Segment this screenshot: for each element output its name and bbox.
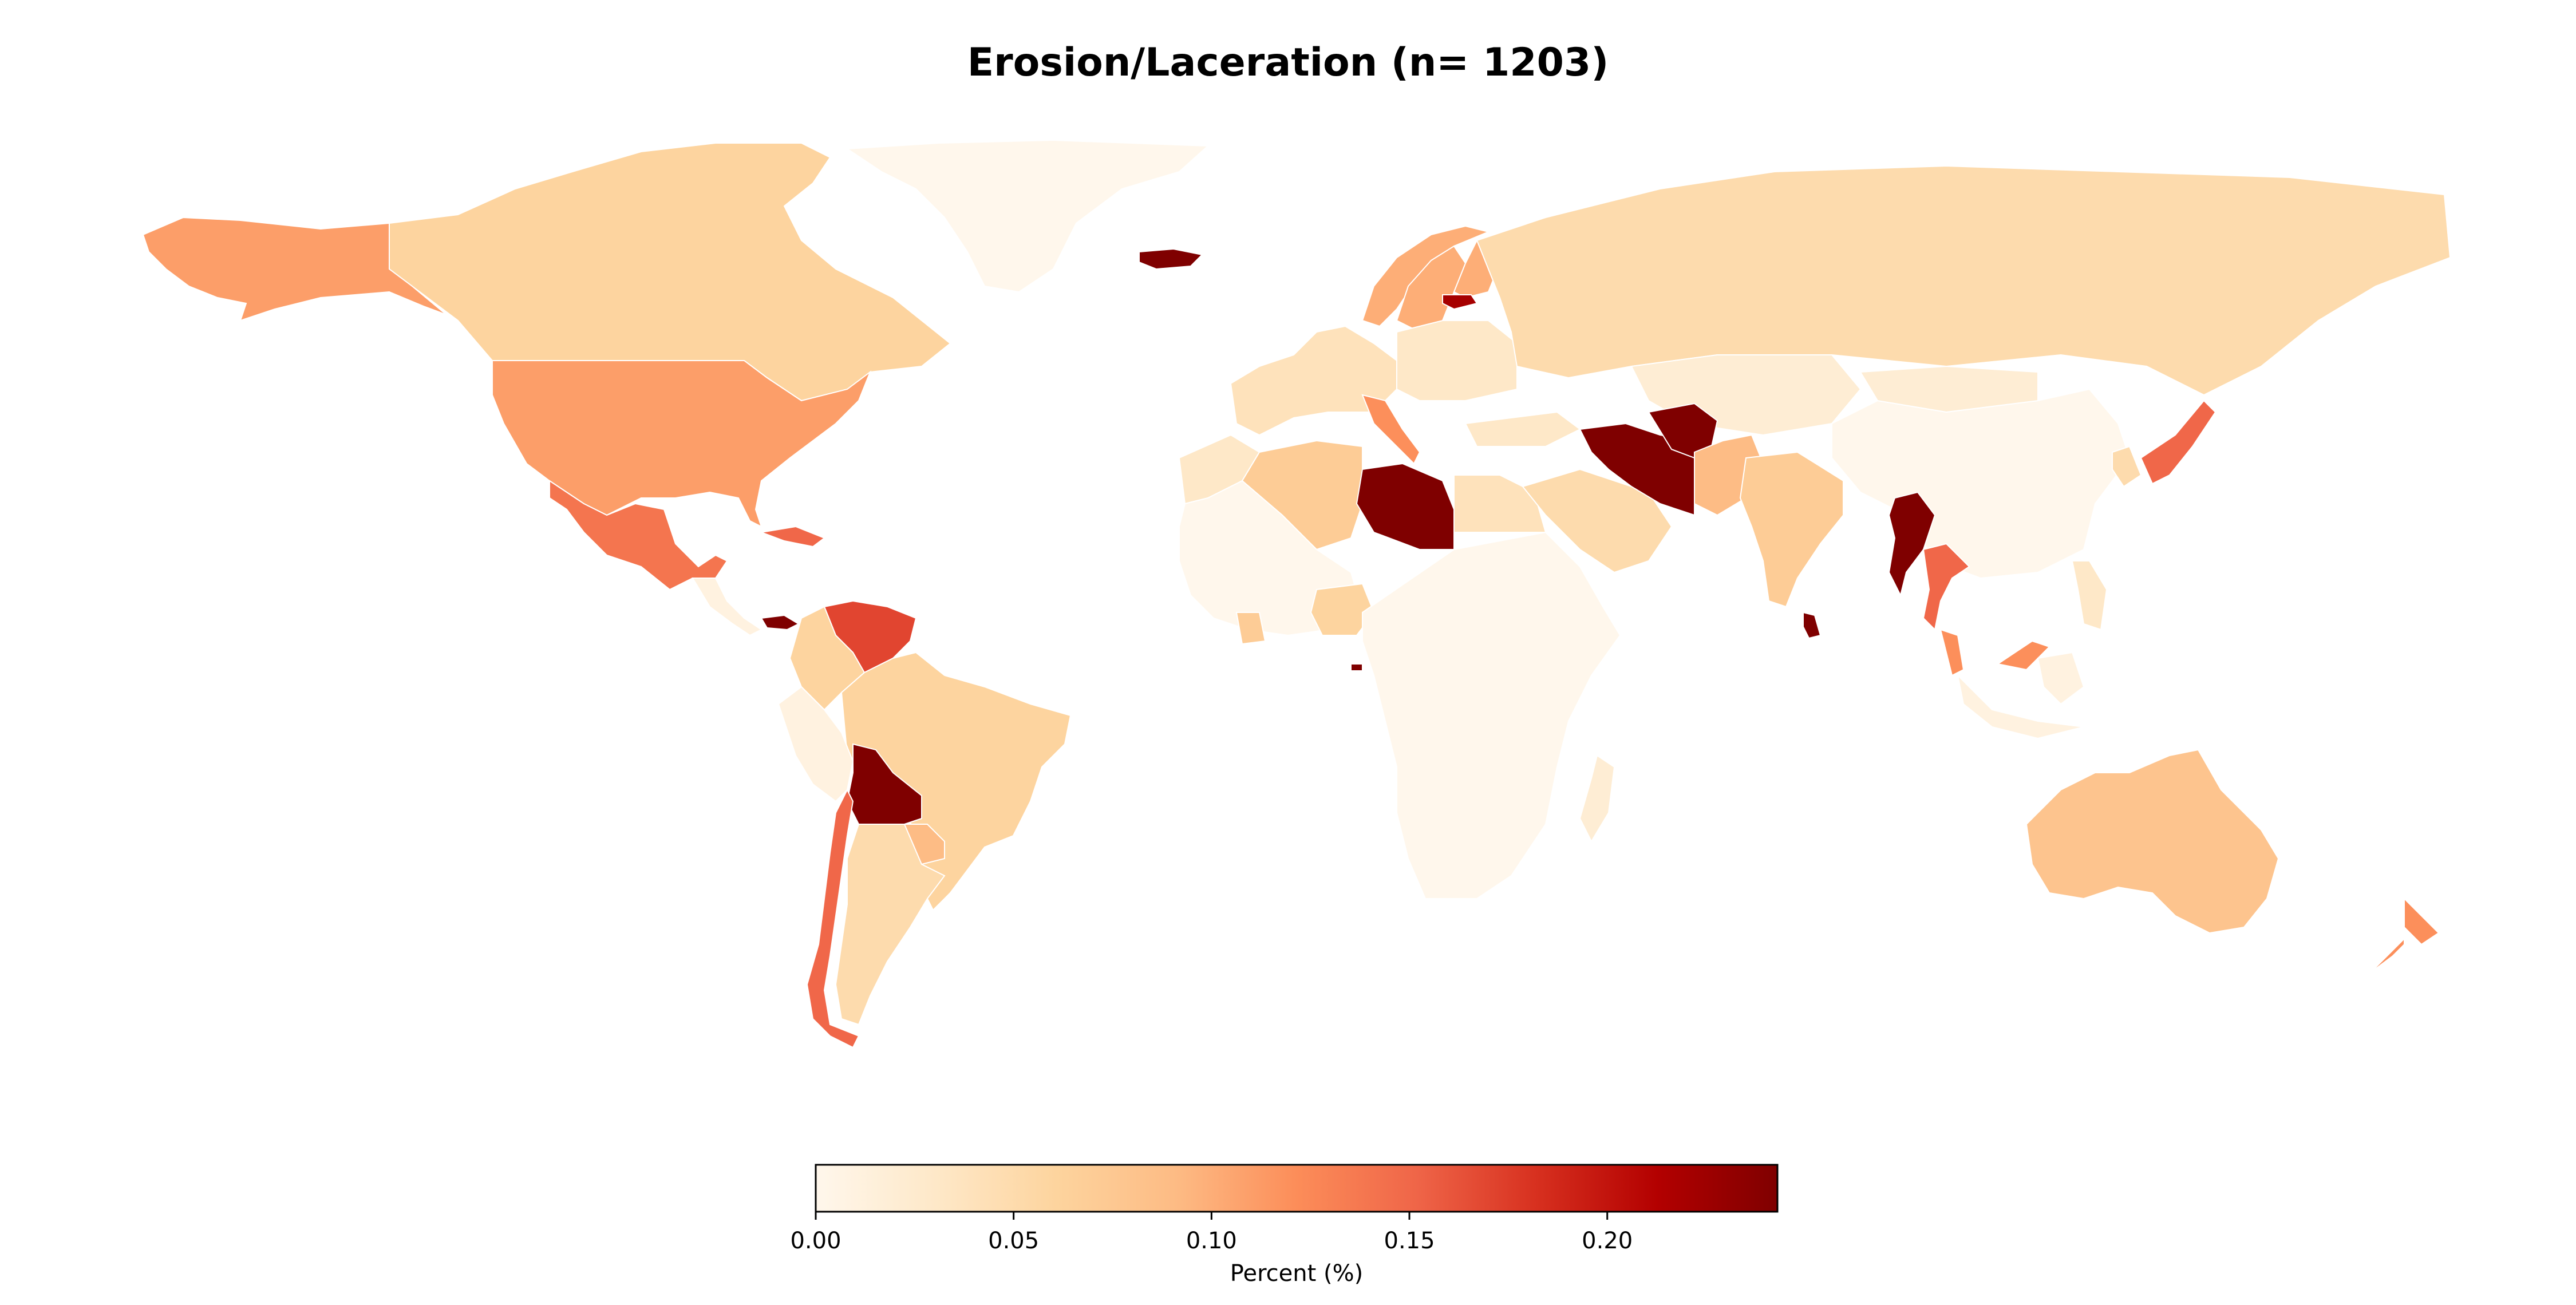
country-china (1831, 388, 2131, 579)
country-peru (777, 686, 854, 802)
country-indonesia (2037, 651, 2085, 705)
country-nigeria (1310, 583, 1375, 636)
colorbar-ticks: 0.00 0.05 0.10 0.15 0.20 (790, 1212, 1633, 1254)
colorbar: 0.00 0.05 0.10 0.15 0.20 Percent (%) (790, 1164, 1779, 1287)
country-argentina (835, 824, 946, 1026)
country-saudi-arabia (1522, 468, 1673, 574)
country-layer (142, 139, 2451, 1049)
country-greenland (845, 139, 1210, 293)
country-estonia (1442, 294, 1478, 310)
country-mexico (549, 480, 728, 591)
country-new-zealand (2364, 937, 2405, 979)
country-new-zealand (2404, 897, 2440, 946)
country-equatorial-guinea (1350, 663, 1363, 671)
country-egypt (1453, 474, 1547, 533)
country-japan (2140, 400, 2217, 485)
map-title: Erosion/Laceration (n= 1203) (967, 40, 1609, 85)
colorbar-tick-label: 0.05 (988, 1228, 1039, 1254)
country-thailand (1922, 543, 1970, 631)
country-malaysia (1939, 628, 1965, 677)
country-malaysia (1996, 640, 2050, 671)
country-italy (1361, 394, 1421, 465)
country-panama (760, 614, 800, 631)
colorbar-label: Percent (%) (1230, 1260, 1363, 1287)
country-ghana (1235, 612, 1266, 645)
country-iceland (1139, 248, 1204, 270)
country-turkey (1464, 411, 1581, 447)
country-korea (2112, 445, 2142, 488)
country-libya (1356, 462, 1455, 550)
country-myanmar (1888, 491, 1936, 597)
country-madagascar (1579, 754, 1615, 843)
country-central-and-southern-africa (1362, 531, 1621, 899)
country-philippines (2071, 560, 2108, 631)
country-eastern-europe (1396, 320, 1518, 401)
country-australia (2025, 749, 2279, 934)
country-cuba (759, 525, 826, 548)
country-central-america (692, 578, 762, 636)
colorbar-gradient (815, 1164, 1779, 1213)
colorbar-tick-label: 0.20 (1582, 1228, 1633, 1254)
country-mongolia (1859, 365, 2038, 413)
colorbar-tick-label: 0.00 (790, 1228, 841, 1254)
country-chile (806, 788, 860, 1049)
country-norway (1361, 225, 1491, 327)
colorbar-tick-label: 0.15 (1384, 1228, 1435, 1254)
colorbar-tick-label: 0.10 (1186, 1228, 1237, 1254)
country-sri-lanka (1803, 611, 1822, 639)
country-alaska (142, 216, 447, 322)
country-russia (1476, 165, 2451, 396)
country-india (1739, 451, 1844, 608)
country-indonesia (1957, 673, 2084, 739)
